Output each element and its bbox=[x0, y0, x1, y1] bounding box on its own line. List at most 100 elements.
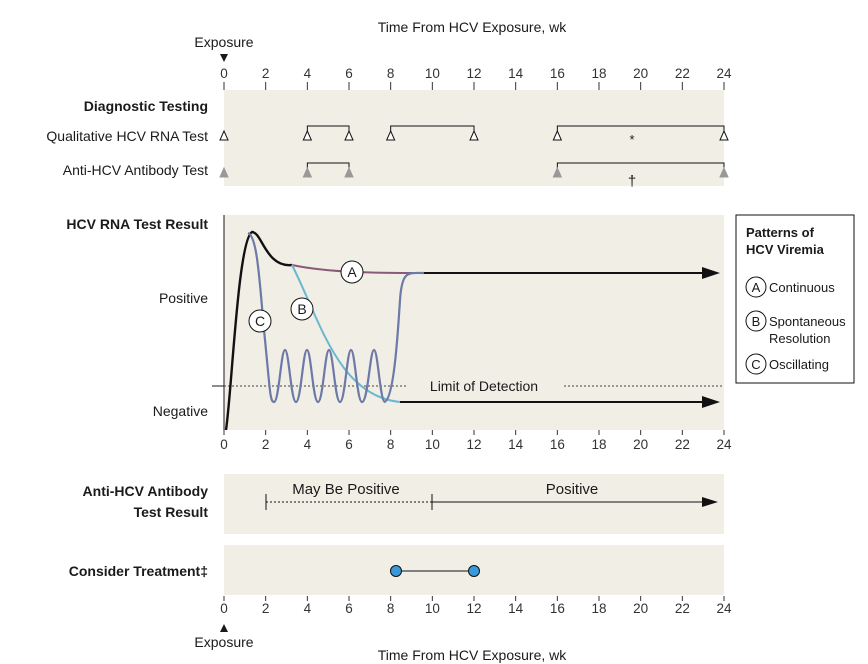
treatment-heading: Consider Treatment‡ bbox=[69, 563, 208, 579]
antibody-test-schedule bbox=[219, 162, 729, 178]
legend-b-text-line1: Spontaneous bbox=[769, 314, 846, 329]
curve-c-letter: C bbox=[255, 313, 265, 329]
continuous-arrow-head bbox=[702, 267, 720, 279]
curve-b-letter: B bbox=[297, 301, 306, 317]
rna-marker-wk24 bbox=[719, 129, 729, 141]
bottom-tick-label-0: 0 bbox=[220, 601, 228, 616]
mid-tick-label-24: 24 bbox=[716, 437, 732, 452]
antibody-positive-label: Positive bbox=[546, 481, 599, 498]
limit-of-detection-label: Limit of Detection bbox=[430, 378, 538, 394]
dagger-note: † bbox=[628, 173, 636, 190]
top-tick-label-14: 14 bbox=[508, 66, 524, 81]
lod-label-bg bbox=[406, 376, 562, 396]
rna-marker-wk8 bbox=[385, 129, 396, 141]
bottom-tick-label-20: 20 bbox=[633, 601, 648, 616]
legend-title-line1: Patterns of bbox=[746, 225, 815, 240]
rna-test-schedule bbox=[219, 125, 729, 141]
top-tick-label-16: 16 bbox=[550, 66, 565, 81]
curve-b-resolution bbox=[291, 264, 401, 403]
may-be-positive-label: May Be Positive bbox=[292, 481, 400, 498]
rna-marker-wk4 bbox=[302, 129, 313, 141]
top-tick-label-12: 12 bbox=[466, 66, 481, 81]
top-tick-label-24: 24 bbox=[716, 66, 732, 81]
top-axis-title: Time From HCV Exposure, wk bbox=[378, 19, 568, 35]
middle-axis-ticks: 0 2 4 6 8 10 12 14 16 18 20 22 24 bbox=[220, 430, 732, 452]
bottom-axis-ticks: 0 2 4 6 8 10 12 14 16 18 20 22 24 bbox=[220, 596, 732, 616]
legend-b-text-line2: Resolution bbox=[769, 331, 830, 346]
legend-title-line2: HCV Viremia bbox=[746, 242, 825, 257]
curve-b-badge bbox=[290, 297, 314, 321]
curve-c-badge bbox=[248, 309, 272, 333]
top-tick-label-8: 8 bbox=[387, 66, 395, 81]
legend-a-badge bbox=[745, 276, 767, 298]
top-tick-label-6: 6 bbox=[345, 66, 353, 81]
bottom-tick-label-24: 24 bbox=[716, 601, 732, 616]
antibody-test-label: Anti-HCV Antibody Test bbox=[63, 162, 208, 178]
negative-arrow-head bbox=[702, 396, 720, 408]
curve-c-oscillating bbox=[247, 231, 425, 404]
rna-marker-wk16 bbox=[552, 129, 563, 141]
legend-c-letter: C bbox=[751, 357, 760, 372]
initial-viremia-curve bbox=[224, 230, 293, 431]
treatment-end-dot bbox=[468, 565, 480, 577]
mid-tick-label-14: 14 bbox=[508, 437, 524, 452]
positive-level-label: Positive bbox=[159, 290, 208, 306]
bottom-tick-label-10: 10 bbox=[425, 601, 440, 616]
bottom-tick-label-14: 14 bbox=[508, 601, 524, 616]
mid-tick-label-8: 8 bbox=[387, 437, 395, 452]
ab-marker-wk24 bbox=[719, 166, 729, 178]
asterisk-note: * bbox=[629, 132, 634, 147]
top-exposure-arrow bbox=[220, 54, 228, 62]
bottom-tick-label-18: 18 bbox=[591, 601, 606, 616]
top-tick-label-0: 0 bbox=[220, 66, 228, 81]
top-tick-label-4: 4 bbox=[304, 66, 312, 81]
mid-tick-label-22: 22 bbox=[675, 437, 690, 452]
mid-tick-label-12: 12 bbox=[466, 437, 481, 452]
bottom-tick-label-12: 12 bbox=[466, 601, 481, 616]
bottom-axis-title: Time From HCV Exposure, wk bbox=[378, 647, 568, 663]
top-tick-label-22: 22 bbox=[675, 66, 690, 81]
mid-tick-label-10: 10 bbox=[425, 437, 440, 452]
legend-c-text: Oscillating bbox=[769, 357, 829, 372]
curve-a-badge bbox=[340, 260, 364, 284]
curve-a-letter: A bbox=[347, 264, 357, 280]
ab-marker-wk6 bbox=[344, 166, 354, 178]
legend-a-letter: A bbox=[752, 280, 761, 295]
rna-test-label: Qualitative HCV RNA Test bbox=[46, 128, 208, 144]
ab-marker-wk0 bbox=[219, 166, 229, 178]
negative-level-label: Negative bbox=[153, 403, 208, 419]
rna-marker-wk6 bbox=[344, 129, 354, 141]
legend-b-badge bbox=[745, 310, 767, 332]
bottom-exposure-arrow bbox=[220, 624, 228, 632]
top-exposure-label: Exposure bbox=[194, 34, 253, 50]
top-tick-label-18: 18 bbox=[591, 66, 606, 81]
bottom-exposure-label: Exposure bbox=[194, 634, 253, 650]
rna-marker-wk12 bbox=[469, 129, 479, 141]
bottom-tick-label-16: 16 bbox=[550, 601, 565, 616]
mid-tick-label-6: 6 bbox=[345, 437, 353, 452]
bottom-tick-label-8: 8 bbox=[387, 601, 395, 616]
top-tick-label-10: 10 bbox=[425, 66, 440, 81]
mid-tick-label-20: 20 bbox=[633, 437, 648, 452]
legend-c-badge bbox=[745, 353, 767, 375]
mid-tick-label-16: 16 bbox=[550, 437, 565, 452]
legend-b-letter: B bbox=[752, 314, 761, 329]
top-axis-ticks: 0 2 4 6 8 10 12 14 16 18 20 22 24 bbox=[220, 66, 732, 90]
antibody-arrow-head bbox=[702, 497, 718, 507]
top-tick-label-20: 20 bbox=[633, 66, 648, 81]
antibody-result-heading-line1: Anti-HCV Antibody bbox=[83, 483, 209, 499]
mid-tick-label-0: 0 bbox=[220, 437, 228, 452]
top-tick-label-2: 2 bbox=[262, 66, 270, 81]
antibody-result-heading-line2: Test Result bbox=[134, 504, 209, 520]
bottom-tick-label-22: 22 bbox=[675, 601, 690, 616]
diagnostic-heading: Diagnostic Testing bbox=[84, 98, 208, 114]
mid-tick-label-18: 18 bbox=[591, 437, 606, 452]
ab-marker-wk16 bbox=[552, 166, 563, 178]
rna-marker-wk0 bbox=[219, 129, 229, 141]
legend-a-text: Continuous bbox=[769, 280, 835, 295]
treatment-start-dot bbox=[390, 565, 402, 577]
mid-tick-label-2: 2 bbox=[262, 437, 270, 452]
bottom-tick-label-2: 2 bbox=[262, 601, 270, 616]
ab-marker-wk4 bbox=[302, 166, 313, 178]
